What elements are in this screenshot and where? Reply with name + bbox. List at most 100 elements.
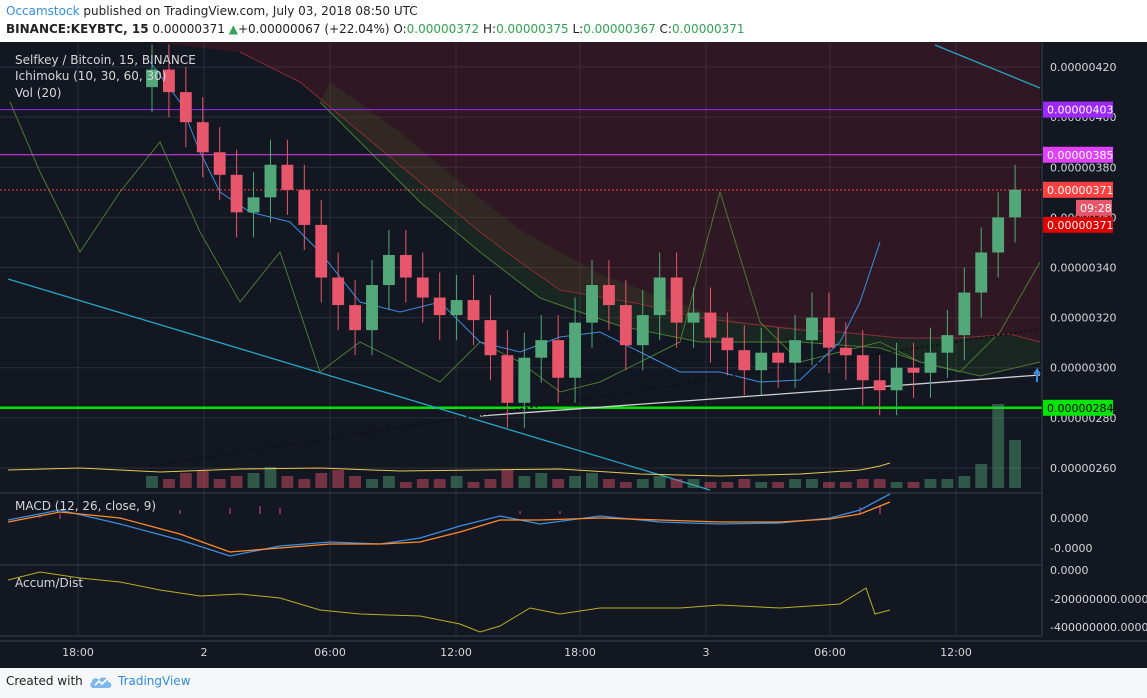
volume-bar	[349, 476, 361, 488]
author-link[interactable]: Occamstock	[6, 4, 80, 18]
volume-bar	[213, 479, 226, 488]
volume-bar	[924, 479, 937, 488]
macd-line	[7, 493, 891, 557]
candle-body	[619, 305, 632, 346]
chart-legend: Selfkey / Bitcoin, 15, BINANCE Ichimoku …	[15, 53, 196, 590]
ohlc-line: BINANCE:KEYBTC, 15 0.00000371 ▲+0.000000…	[6, 20, 745, 38]
candle-body	[163, 69, 175, 93]
horizontal-levels	[0, 109, 1042, 410]
candle-body	[687, 312, 700, 323]
candle-body	[890, 367, 903, 391]
time-tick-label: 18:00	[564, 646, 596, 659]
candle-body	[569, 322, 581, 378]
volume-bar	[163, 479, 175, 488]
tradingview-cloud-icon	[90, 677, 112, 688]
time-tick-label: 3	[703, 646, 710, 659]
legend-title: Selfkey / Bitcoin, 15, BINANCE	[15, 53, 196, 67]
candle-body	[264, 164, 277, 198]
candle-body	[586, 285, 598, 323]
open-label: O:	[393, 22, 407, 36]
time-tick-label: 06:00	[314, 646, 346, 659]
candle-body	[755, 352, 768, 371]
accum-tick-label: -400000000.0000	[1050, 621, 1147, 634]
volume-bar	[619, 482, 632, 488]
volume-bar	[738, 479, 751, 488]
volume-bar	[196, 470, 209, 488]
volume-bar	[670, 479, 683, 488]
candle-body	[806, 317, 818, 341]
candle-body	[992, 217, 1005, 253]
volume-bar	[586, 473, 598, 488]
accum-tick-label: -200000000.0000	[1050, 593, 1147, 606]
candle-body	[636, 315, 649, 346]
last-price-tag-label: 0.00000371	[1047, 219, 1113, 232]
low-value: 0.00000367	[583, 22, 656, 36]
volume-bar	[416, 479, 429, 488]
candle-body	[535, 340, 548, 358]
candlestick-series	[146, 44, 1021, 428]
created-with-label: Created with	[6, 674, 83, 688]
volume-bar	[552, 479, 565, 488]
candle-body	[941, 335, 954, 353]
time-tick-label: 2	[201, 646, 208, 659]
volume-bar	[332, 470, 345, 488]
publish-line: Occamstock published on TradingView.com,…	[6, 2, 418, 20]
volume-bar	[298, 479, 311, 488]
chart-canvas[interactable]: 0.000004200.000004000.000003800.00000360…	[0, 42, 1147, 668]
price-tick-label: 0.00000300	[1050, 362, 1116, 375]
candle-body	[230, 174, 243, 213]
volume-bar	[315, 473, 328, 488]
candle-body	[146, 69, 158, 88]
volume-ma-line	[7, 462, 891, 477]
candle-body	[399, 254, 412, 278]
price-tick-label: 0.00000380	[1050, 161, 1116, 174]
candle-body	[383, 254, 395, 286]
volume-bar	[941, 479, 954, 488]
volume-bar	[653, 476, 666, 488]
candle-body	[518, 357, 531, 403]
volume-bar	[146, 476, 158, 488]
volume-bar	[958, 476, 971, 488]
candle-body	[856, 355, 869, 381]
axis-ticks: 0.000004200.000004000.000003800.00000360…	[62, 61, 1147, 659]
price-change: +0.00000067 (+22.04%)	[237, 22, 390, 36]
level-tag-label: 0.00000385	[1047, 149, 1113, 162]
macd-signal-line	[7, 501, 891, 553]
price-tick-label: 0.00000420	[1050, 61, 1116, 74]
candle-body	[907, 367, 920, 373]
volume-bar	[789, 479, 801, 488]
open-value: 0.00000372	[406, 22, 480, 36]
candle-body	[704, 312, 717, 338]
candle-body	[179, 92, 192, 123]
candle-body	[653, 277, 666, 316]
candle-body	[823, 317, 835, 348]
footer: Created with TradingView	[0, 668, 1147, 698]
time-tick-label: 06:00	[814, 646, 846, 659]
indicator-panes	[0, 492, 1147, 642]
tradingview-link[interactable]: TradingView	[118, 674, 191, 688]
volume-bar	[704, 482, 717, 488]
volume-bar	[873, 479, 886, 488]
last-price-tag	[1043, 216, 1113, 233]
candle-body	[467, 300, 480, 321]
candle-body	[839, 347, 852, 356]
volume-bars	[7, 404, 1021, 488]
candle-body	[603, 285, 615, 306]
volume-bar	[399, 482, 412, 488]
level-tag-label: 0.00000403	[1047, 104, 1113, 117]
price-axis[interactable]	[1041, 42, 1147, 636]
level-tag	[1043, 399, 1113, 416]
candle-body	[924, 352, 937, 373]
price-tick-label: 0.00000340	[1050, 262, 1116, 275]
volume-bar	[535, 473, 548, 488]
volume-bar	[569, 476, 581, 488]
macd-histogram	[39, 505, 881, 519]
chart-header: Occamstock published on TradingView.com,…	[0, 0, 1147, 42]
countdown-tag	[1076, 199, 1112, 216]
up-arrow-icon	[1033, 367, 1041, 382]
volume-bar	[247, 473, 260, 488]
candle-body	[433, 297, 446, 316]
volume-bar	[501, 470, 514, 488]
candle-body	[281, 164, 294, 190]
legend-ichimoku: Ichimoku (10, 30, 60, 30)	[15, 69, 166, 83]
